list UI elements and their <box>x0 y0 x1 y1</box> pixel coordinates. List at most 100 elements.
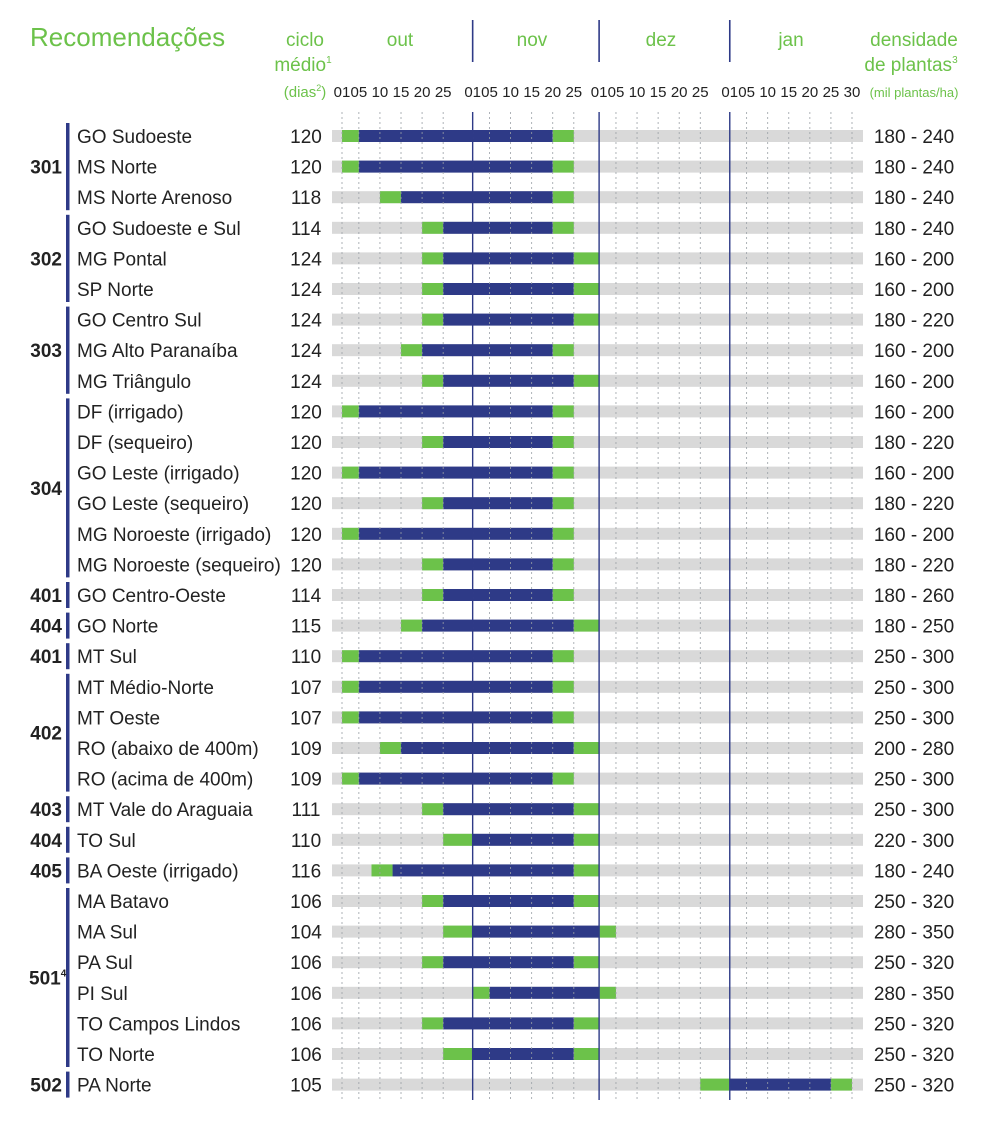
group-label: 304 <box>30 479 62 500</box>
day-tick-label: 15 <box>393 84 410 101</box>
group-label: 404 <box>30 617 62 638</box>
bar-green-tail <box>552 436 574 448</box>
row-cycle-value: 106 <box>290 892 322 913</box>
group-label: 401 <box>30 586 62 607</box>
bar-green-lead <box>422 589 444 601</box>
row-density-value: 250 - 320 <box>874 953 954 974</box>
row-region-label: MA Sul <box>77 923 137 944</box>
row-cycle-value: 115 <box>291 617 321 638</box>
month-label-out: out <box>387 30 414 51</box>
bar-green-tail <box>552 772 574 785</box>
bar-green-lead <box>422 1017 444 1030</box>
bar-green-lead <box>422 497 444 510</box>
bar-navy-main <box>472 925 600 938</box>
row-cycle-value: 107 <box>290 708 322 729</box>
row-density-value: 250 - 300 <box>874 678 954 699</box>
bar-green-lead <box>342 650 359 663</box>
row-cycle-value: 124 <box>290 341 322 362</box>
day-tick-label: 20 <box>544 84 561 101</box>
day-tick-label: 10 <box>759 84 776 101</box>
bar-navy-main <box>401 742 574 754</box>
row-region-label: MT Médio-Norte <box>77 678 214 699</box>
row-density-value: 160 - 200 <box>874 249 954 270</box>
group-label: 302 <box>30 249 62 270</box>
day-tick-label: 15 <box>780 84 797 101</box>
row-density-value: 180 - 260 <box>874 586 954 607</box>
bar-green-lead <box>422 221 444 234</box>
day-tick-label: 05 <box>351 84 368 101</box>
bar-green-tail <box>573 283 600 295</box>
group-label: 403 <box>30 800 62 821</box>
group-label: 402 <box>30 724 62 745</box>
row-region-label: MG Noroeste (sequeiro) <box>77 555 281 576</box>
bar-green-tail <box>552 191 574 204</box>
month-label-nov: nov <box>517 30 548 51</box>
row-density-value: 250 - 300 <box>874 770 954 791</box>
group-label: 303 <box>30 341 62 362</box>
row-region-label: GO Leste (irrigado) <box>77 464 240 485</box>
bar-green-tail <box>573 1048 600 1060</box>
bar-green-tail <box>552 711 574 724</box>
bar-green-tail <box>573 833 600 846</box>
row-track <box>332 221 863 234</box>
day-tick-label: 10 <box>372 84 389 101</box>
row-cycle-value: 124 <box>290 372 322 393</box>
day-tick-label: 10 <box>502 84 519 101</box>
row-region-label: GO Norte <box>77 617 158 638</box>
day-tick-label: 15 <box>650 84 667 101</box>
row-cycle-value: 120 <box>290 464 322 485</box>
bar-green-tail <box>573 252 600 265</box>
bar-green-lead <box>342 711 359 724</box>
row-density-value: 180 - 240 <box>874 861 954 882</box>
grid-lines <box>341 20 853 1100</box>
row-density-value: 180 - 240 <box>874 127 954 148</box>
group-labels: 301 302 303 304 401 404 401 402 403 404 405 5014 502 <box>29 123 70 1098</box>
group-bracket <box>66 123 70 211</box>
bar-green-tail <box>552 589 574 601</box>
month-label-jan: jan <box>777 30 803 51</box>
bar-green-tail <box>552 405 574 418</box>
row-region-label: PA Norte <box>77 1076 152 1097</box>
group-label: 405 <box>30 861 62 882</box>
day-tick-label: 05 <box>481 84 498 101</box>
row-cycle-value: 120 <box>290 127 322 148</box>
group-bracket <box>66 582 70 608</box>
group-bracket <box>66 673 70 792</box>
day-tick-label: 20 <box>802 84 819 101</box>
bar-green-lead <box>422 313 444 326</box>
row-region-label: TO Norte <box>77 1045 155 1066</box>
row-density-value: 180 - 220 <box>874 433 954 454</box>
row-region-label: GO Centro Sul <box>77 311 202 332</box>
bar-green-tail <box>552 130 574 142</box>
row-region-label: MS Norte Arenoso <box>77 188 232 209</box>
bar-green-lead <box>422 956 444 969</box>
group-bracket <box>66 857 70 884</box>
row-density-value: 180 - 220 <box>874 494 954 515</box>
row-density-value: 180 - 240 <box>874 158 954 179</box>
group-bracket <box>66 1071 70 1098</box>
bar-green-lead <box>422 803 444 816</box>
row-cycle-value: 120 <box>290 555 322 576</box>
row-cycle-value: 120 <box>290 525 322 546</box>
bar-navy-main <box>401 191 553 204</box>
row-density-value: 180 - 240 <box>874 188 954 209</box>
row-track <box>332 436 863 448</box>
row-cycle-value: 104 <box>290 923 322 944</box>
bar-green-lead <box>342 466 359 479</box>
bar-green-lead <box>443 925 473 938</box>
row-region-label: RO (acima de 400m) <box>77 770 253 791</box>
group-bracket <box>66 398 70 578</box>
row-cycle-value: 124 <box>290 249 322 270</box>
bar-green-lead <box>422 283 444 295</box>
row-cycle-value: 124 <box>290 280 322 301</box>
bar-navy-main <box>443 589 553 601</box>
group-label-sup: 4 <box>61 969 67 980</box>
row-cycle-value: 111 <box>292 800 321 821</box>
group-label: 401 <box>30 647 62 668</box>
bar-green-lead <box>401 344 423 357</box>
row-density-value: 160 - 200 <box>874 525 954 546</box>
bar-green-tail <box>573 864 600 877</box>
row-region-label: MT Oeste <box>77 708 160 729</box>
row-track <box>332 558 863 571</box>
bar-green-tail <box>573 895 600 907</box>
